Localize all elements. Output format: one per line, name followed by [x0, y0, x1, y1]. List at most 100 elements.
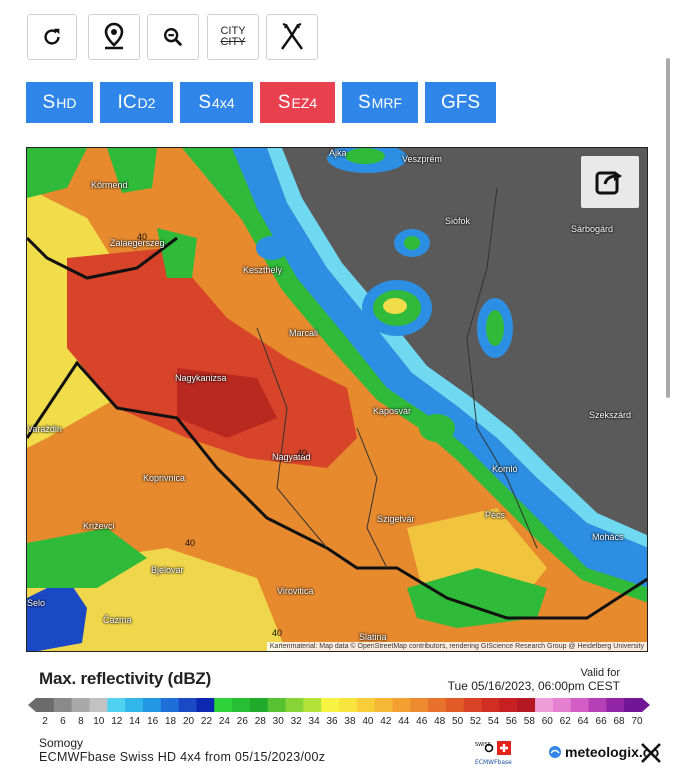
zoom-out-button[interactable]	[147, 14, 199, 60]
model-button-shd[interactable]: S HD	[26, 82, 93, 123]
city-label: Szigetvár	[377, 514, 415, 524]
refresh-icon	[44, 28, 60, 45]
scale-tick-label: 64	[577, 716, 589, 727]
scale-swatch	[570, 698, 590, 712]
scale-swatch	[321, 698, 340, 712]
scale-swatch	[142, 698, 162, 712]
scale-swatch	[588, 698, 607, 712]
valid-time: Tue 05/16/2023, 06:00pm CEST	[447, 679, 620, 693]
model-button-smrf[interactable]: S MRF	[342, 82, 418, 123]
scale-swatch	[499, 698, 518, 712]
model-button-gfs[interactable]: GFS	[425, 82, 496, 123]
scale-tick-label: 66	[595, 716, 607, 727]
radar-map[interactable]: Ajka Veszprém Körmend Siófok Sárbogárd Z…	[26, 147, 648, 652]
scale-tick-label: 36	[326, 716, 338, 727]
refresh-button[interactable]	[27, 14, 77, 60]
scale-tick-label: 70	[631, 716, 643, 727]
scale-tick-label: 26	[236, 716, 248, 727]
scale-tick-label: 68	[613, 716, 625, 727]
model-button-icd2[interactable]: IC D2	[100, 82, 173, 123]
scale-tick-label: 10	[93, 716, 105, 727]
scale-swatch	[303, 698, 322, 712]
scale-tick-label: 6	[60, 716, 66, 727]
scale-swatch	[267, 698, 287, 712]
city-label: Siófok	[445, 216, 471, 226]
scale-tick-label: 54	[487, 716, 500, 727]
scale-tick-label: 16	[147, 716, 159, 727]
city-label: Mohács	[592, 532, 624, 542]
location-button[interactable]	[88, 14, 140, 60]
city-label: Kaposvár	[373, 406, 412, 416]
scale-tick-label: 52	[469, 716, 482, 727]
scale-tick-label: 32	[290, 716, 302, 727]
scale-swatch	[606, 698, 625, 712]
scale-tick-label: 62	[559, 716, 571, 727]
city-label: Marcali	[289, 328, 319, 338]
scale-swatch	[410, 698, 429, 712]
scale-right-arrow	[642, 698, 650, 712]
scale-ticks: 2 6 8 10 12 14 16 18 20 22 24 26 28 30 32 34 36 38 40 42 44 4…	[0, 716, 674, 730]
city-label: Nagyatád	[272, 452, 311, 462]
scale-tick-label: 8	[78, 716, 84, 727]
scale-tick-label: 12	[111, 716, 123, 727]
close-icon[interactable]	[636, 738, 666, 768]
swiss-hd-badge-icon: SWISS ECMWFbase	[475, 741, 512, 766]
scale-swatch	[285, 698, 304, 712]
model-button-sez4[interactable]: S EZ4	[260, 82, 335, 123]
legend-title: Max. reflectivity (dBZ)	[39, 669, 212, 688]
scale-tick-label: 44	[398, 716, 410, 727]
scale-swatch	[89, 698, 108, 712]
scale-tick-label: 34	[308, 716, 320, 727]
scale-swatch	[196, 698, 215, 712]
scale-swatch	[36, 698, 55, 712]
scrollbar[interactable]	[666, 58, 670, 398]
contour-label: 40	[297, 448, 308, 458]
city-label: Nagykanizsa	[175, 373, 227, 383]
scale-swatch	[356, 698, 376, 712]
scale-tick-label: 28	[254, 716, 266, 727]
roads-button[interactable]	[266, 14, 318, 60]
scale-tick-label: 56	[505, 716, 517, 727]
scale-swatch	[392, 698, 411, 712]
share-button[interactable]	[581, 156, 639, 208]
brand-logo[interactable]: meteologix.co	[548, 744, 659, 760]
scale-swatch	[214, 698, 233, 712]
scale-swatch	[53, 698, 73, 712]
city-label: Koprivnica	[143, 473, 186, 483]
scale-swatch	[552, 698, 572, 712]
city-toggle-button[interactable]: CITY CITY	[207, 14, 259, 60]
city-label: Zalaegerszeg	[110, 238, 165, 248]
scale-swatch	[624, 698, 643, 712]
city-label: Veszprém	[402, 154, 443, 164]
scale-swatch	[428, 698, 447, 712]
scale-tick-label: 58	[523, 716, 535, 727]
scale-swatch	[445, 698, 465, 712]
city-label: Slatina	[359, 632, 387, 642]
scale-swatch	[107, 698, 126, 712]
model-button-s4x4[interactable]: S 4x4	[180, 82, 253, 123]
scale-swatch	[481, 698, 500, 712]
scale-swatch	[463, 698, 483, 712]
city-label: Keszthely	[243, 265, 283, 275]
zoom-out-icon	[164, 28, 183, 47]
scale-swatch	[535, 698, 554, 712]
scale-tick-label: 14	[129, 716, 141, 727]
city-label: Ajka	[329, 148, 347, 158]
scale-tick-label: 50	[452, 716, 464, 727]
scale-tick-label: 2	[42, 716, 48, 727]
svg-text:ECMWFbase: ECMWFbase	[475, 759, 512, 766]
city-label: CITY	[220, 25, 246, 37]
scale-tick-label: 48	[434, 716, 446, 727]
city-label: Pécs	[485, 510, 506, 520]
city-label: Selo	[27, 598, 46, 608]
city-label: Körmend	[91, 180, 128, 190]
scale-tick-label: 30	[272, 716, 284, 727]
scale-tick-label: 38	[344, 716, 356, 727]
city-label: Sárbogárd	[571, 224, 614, 234]
svg-text:SWISS: SWISS	[475, 742, 491, 748]
model-run: ECMWFbase Swiss HD 4x4 from 05/15/2023/0…	[39, 750, 326, 764]
scale-tick-label: 22	[200, 716, 213, 727]
scale-left-arrow	[28, 698, 36, 712]
scale-swatch	[232, 698, 251, 712]
scale-tick-label: 60	[541, 716, 553, 727]
